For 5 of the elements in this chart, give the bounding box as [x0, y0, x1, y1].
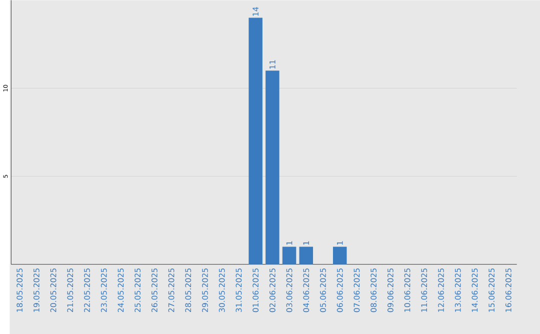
bar: [248, 18, 262, 264]
bar: [332, 246, 347, 264]
bar: [282, 246, 296, 264]
bar: [266, 70, 280, 264]
bar: [299, 246, 314, 264]
